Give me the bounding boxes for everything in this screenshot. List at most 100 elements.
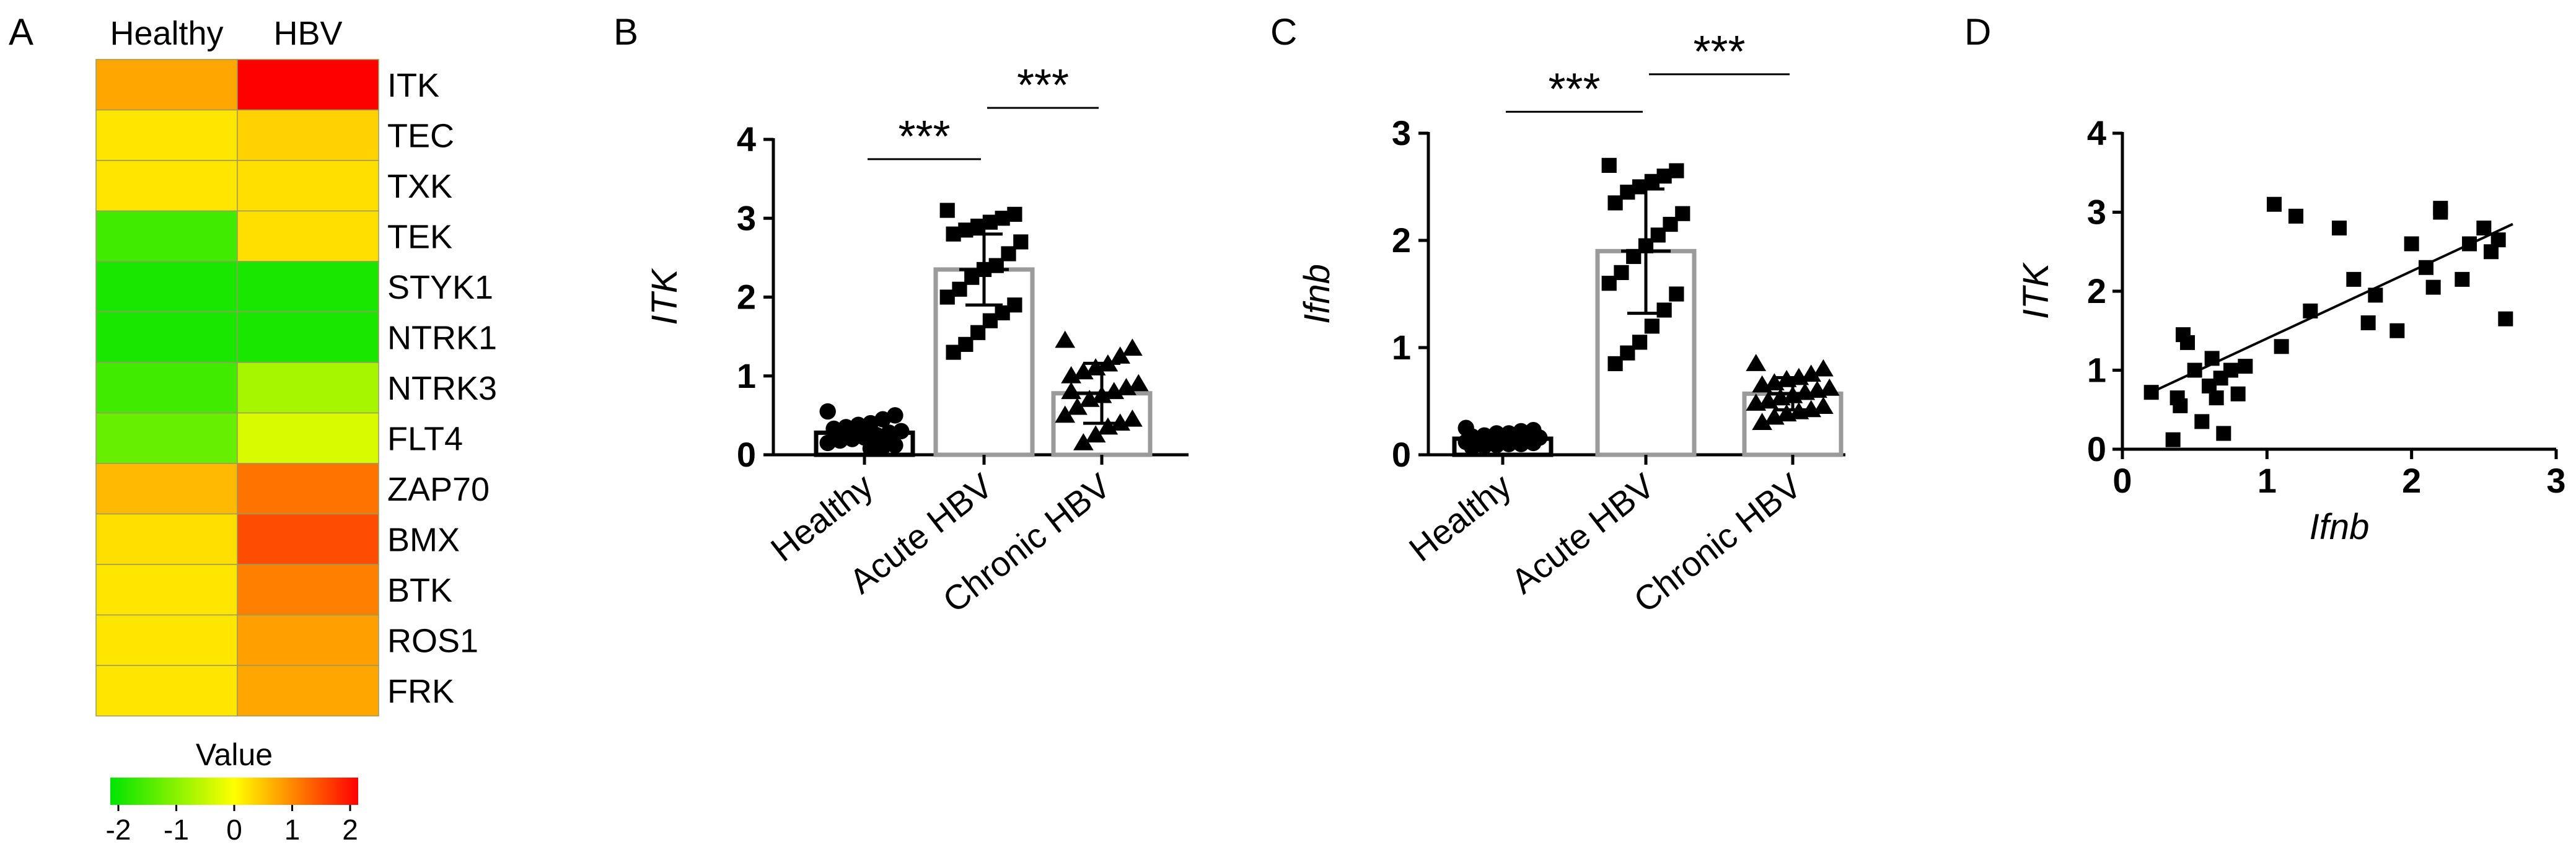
data-point (2433, 204, 2448, 220)
heatmap-row-label: FLT4 (387, 420, 463, 457)
data-point (2346, 271, 2362, 287)
data-point (1067, 397, 1088, 415)
data-point (2274, 339, 2289, 354)
data-point (2216, 426, 2231, 441)
data-point (1055, 330, 1076, 348)
heatmap-cell (237, 160, 379, 212)
heatmap-cell (95, 160, 238, 212)
y-axis-label: ITK (2016, 262, 2056, 320)
heatmap-cell (95, 614, 238, 666)
heatmap-cell (95, 412, 238, 464)
data-point (1525, 434, 1542, 452)
heatmap-row-label: STYK1 (387, 269, 493, 306)
data-point (2204, 351, 2220, 366)
data-point (2143, 385, 2159, 400)
data-point (2419, 260, 2433, 275)
heatmap-cell (237, 665, 379, 717)
data-point (2238, 359, 2253, 374)
data-point (1746, 354, 1767, 371)
data-point (2368, 287, 2383, 303)
data-point (1764, 407, 1785, 425)
data-point (1110, 346, 1131, 364)
data-point (2455, 271, 2470, 287)
heatmap-cell (237, 564, 379, 616)
data-point (1122, 409, 1143, 427)
heatmap-cell (95, 362, 238, 414)
heatmap-cell (95, 59, 238, 111)
data-point (1795, 382, 1816, 400)
x-tick-label: 2 (2402, 461, 2421, 500)
data-point (1085, 425, 1106, 443)
data-point (1122, 338, 1143, 356)
data-point (1752, 375, 1772, 393)
heatmap-cell (237, 614, 379, 666)
heatmap-cell (237, 463, 379, 515)
heatmap-cell (237, 311, 379, 363)
heatmap-column-label: Healthy (110, 15, 223, 52)
data-point (1073, 433, 1094, 450)
significance-label: *** (1017, 61, 1069, 110)
y-tick-label: 2 (2087, 271, 2106, 310)
regression-line (2150, 222, 2513, 394)
heatmap-row-label: NTRK3 (387, 370, 497, 407)
data-point (2425, 279, 2441, 295)
heatmap-row-label: BMX (387, 521, 460, 558)
legend-tick-label: -1 (164, 814, 189, 846)
y-tick-label: 3 (737, 198, 756, 237)
data-point (2498, 311, 2513, 327)
y-tick-label: 2 (1392, 221, 1411, 260)
heatmap-row-label: ZAP70 (387, 471, 490, 508)
data-point (1601, 157, 1617, 173)
data-point (1764, 373, 1785, 390)
heatmap-cell (95, 665, 238, 717)
data-point (1758, 391, 1778, 409)
data-point (2490, 232, 2506, 248)
significance-label: *** (898, 112, 950, 162)
heatmap-row-label: TEK (387, 218, 452, 255)
x-axis-label: Ifnb (2310, 507, 2370, 547)
panel-a-heatmap: A Healthy HBV ITK TEC TXK TEK STYK1 NTRK1 NTRK3 FL… (9, 11, 497, 846)
x-tick-label: 1 (2257, 461, 2277, 500)
panel-label: B (613, 11, 638, 53)
y-axis-label: Ifnb (1297, 264, 1337, 324)
data-point (1656, 302, 1672, 318)
data-point (1097, 417, 1119, 435)
heatmap-row-label: TXK (387, 168, 452, 205)
heatmap-cell (95, 463, 238, 515)
data-point (1116, 377, 1136, 395)
legend-title: Value (196, 737, 273, 772)
heatmap-cell (237, 109, 379, 161)
data-point (1061, 382, 1081, 400)
data-point (1813, 359, 1834, 377)
heatmap-cell (237, 261, 379, 313)
data-point (2165, 432, 2181, 447)
heatmap-cell (95, 109, 238, 161)
data-point (2267, 196, 2282, 212)
data-point (1776, 404, 1797, 422)
data-point (862, 440, 879, 457)
data-point (939, 289, 955, 305)
y-tick-label: 4 (737, 120, 756, 159)
data-point (1061, 366, 1081, 384)
data-point (2223, 362, 2238, 378)
heatmap-cell (237, 513, 379, 565)
significance-label: *** (1548, 64, 1600, 114)
data-point (1607, 356, 1623, 372)
data-point (2303, 303, 2318, 318)
heatmap-cell (237, 210, 379, 262)
legend-colorbar (110, 778, 358, 805)
y-axis-label: ITK (644, 268, 685, 325)
heatmap-row-label: ITK (387, 67, 439, 104)
heatmap-cell (237, 412, 379, 464)
heatmap-cell (95, 513, 238, 565)
data-point (2194, 414, 2210, 429)
y-tick-label: 0 (737, 435, 756, 474)
y-tick-label: 0 (1392, 435, 1411, 474)
data-point (2288, 208, 2303, 224)
heatmap-row-label: TEC (387, 117, 454, 154)
data-point (2173, 398, 2188, 413)
data-point (2332, 221, 2347, 235)
data-point (946, 226, 961, 242)
